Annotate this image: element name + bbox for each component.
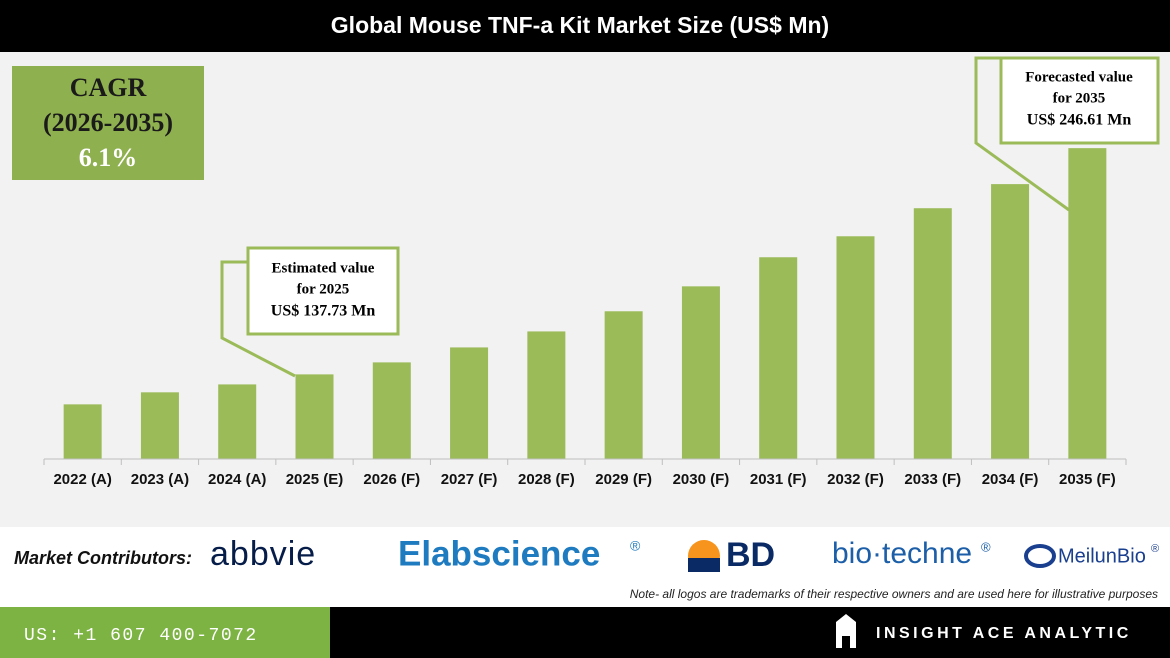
cagr-label: CAGR [70,73,147,102]
x-tick-label: 2029 (F) [595,471,652,488]
contributors-label: Market Contributors: [14,548,192,568]
contributors-band [0,527,1170,607]
logo: bio·techne [832,537,972,570]
logo: BD [726,536,775,574]
callout-text: for 2035 [1053,90,1106,106]
chart-title: Global Mouse TNF-a Kit Market Size (US$ … [331,12,829,38]
callout-text: Forecasted value [1025,69,1133,85]
plot: 2022 (A) 2023 (A) 2024 (A) 2025 (E) 2026 (F)… [43,148,1127,488]
callout-line [220,260,296,378]
cagr-period: (2026-2035) [43,108,173,137]
x-tick-label: 2033 (F) [904,471,961,488]
x-tick-label: 2030 (F) [673,471,730,488]
logo: Elabscience [398,534,600,573]
brand-icon [836,614,856,648]
bar [527,331,566,459]
bar [604,311,643,459]
logo: abbvie [210,535,316,573]
value-label: US$ 137.73 Mn [271,303,376,320]
logo-icon [1024,544,1056,568]
header-bar [0,0,1170,52]
bar [218,384,257,459]
callout-box [246,246,400,336]
x-tick-label: 2026 (F) [363,471,420,488]
bar [913,208,952,459]
bar [63,404,102,459]
bar [759,257,798,459]
logo-mark: ® [1151,543,1159,555]
bar [991,184,1030,459]
callout-line [974,56,1070,212]
bar [140,392,179,459]
logo-mark: ® [630,538,641,554]
phone: US: +1 607 400-7072 [24,626,258,646]
x-tick-label: 2034 (F) [982,471,1039,488]
callout-text: for 2025 [297,281,350,297]
bar [681,286,720,459]
x-tick-label: 2025 (E) [286,471,344,488]
bar [295,374,334,459]
cagr-box [12,66,204,180]
callout-text: Estimated value [272,260,375,276]
x-tick-label: 2031 (F) [750,471,807,488]
x-tick-label: 2023 (A) [131,471,189,488]
note: Note- all logos are trademarks of their … [630,587,1158,601]
x-tick-label: 2032 (F) [827,471,884,488]
callout-box [999,56,1160,145]
x-tick-label: 2027 (F) [441,471,498,488]
x-tick-label: 2028 (F) [518,471,575,488]
bar [1068,148,1107,459]
logo-icon [688,558,720,572]
cagr-value: 6.1% [79,143,138,172]
value-label: US$ 246.61 Mn [1027,112,1132,129]
x-tick-label: 2035 (F) [1059,471,1116,488]
logo-mark: ® [981,539,991,554]
x-tick-label: 2022 (A) [53,471,111,488]
bar [372,362,411,459]
logo: MeilunBio [1058,545,1146,567]
bar [450,347,489,459]
brand: INSIGHT ACE ANALYTIC [876,625,1132,642]
x-tick-label: 2024 (A) [208,471,266,488]
footer-phone-box [0,607,330,658]
bar [836,236,875,459]
